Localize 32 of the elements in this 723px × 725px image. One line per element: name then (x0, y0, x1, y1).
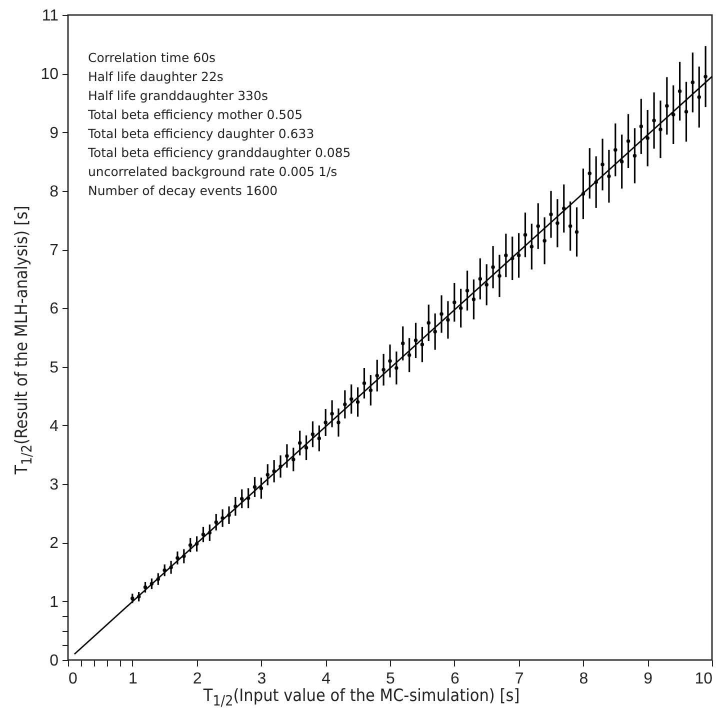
x-axis-title: T$_{1/2}$(Input value of the MC-simulation) [s] (202, 686, 521, 710)
annotation: uncorrelated background rate 0.005 1/s (88, 164, 338, 179)
annotation: Correlation time 60s (88, 50, 216, 65)
y-tick-label: 1 (50, 594, 59, 611)
annotation: Half life granddaughter 330s (88, 88, 268, 103)
y-tick-label: 10 (40, 66, 59, 84)
x-tick-label: 7 (514, 670, 524, 688)
annotation: Number of decay events 1600 (88, 183, 278, 198)
annotation: Half life daughter 22s (88, 69, 224, 84)
x-tick-label: 2 (192, 670, 202, 688)
annotation: Total beta efficiency daughter 0.633 (87, 126, 314, 141)
x-tick-label: 6 (450, 670, 460, 688)
y-tick-label: 9 (50, 124, 59, 142)
annotation: Total beta efficiency mother 0.505 (87, 107, 303, 122)
y-tick-label: 3 (50, 476, 59, 494)
x-tick-label: 10 (694, 670, 713, 688)
x-tick-label: 5 (386, 670, 396, 688)
x-tick-label: 3 (257, 670, 266, 688)
y-tick-label: 7 (50, 242, 59, 260)
x-tick-label: 0 (68, 670, 78, 688)
x-tick-label: 4 (322, 670, 331, 688)
y-tick-label: 5 (50, 359, 59, 376)
y-tick-label: 4 (50, 418, 59, 435)
x-tick-label: 9 (644, 670, 653, 688)
y-tick-label: 6 (50, 300, 59, 318)
y-tick-label: 11 (42, 8, 59, 24)
annotation: Total beta efficiency granddaughter 0.085 (87, 145, 351, 160)
y-tick-label: 0 (50, 652, 59, 670)
y-tick-label: 8 (50, 183, 59, 200)
x-tick-label: 1 (128, 670, 138, 688)
y-tick-label: 2 (50, 535, 59, 552)
x-tick-label: 8 (579, 670, 588, 688)
